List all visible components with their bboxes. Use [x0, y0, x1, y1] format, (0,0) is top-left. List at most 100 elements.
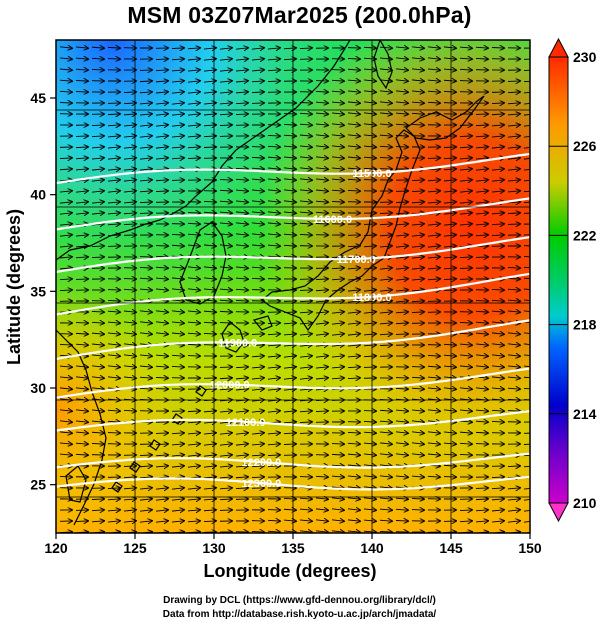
x-tick-label: 140: [360, 540, 384, 556]
credit-drawing: Drawing by DCL (https://www.gfd-dennou.o…: [163, 595, 436, 606]
wind-arrow: [347, 345, 360, 346]
wind-arrow: [411, 257, 424, 258]
wind-arrow: [491, 48, 504, 49]
wind-arrow: [395, 388, 408, 389]
wind-arrow: [475, 58, 488, 59]
wind-arrow: [155, 510, 168, 511]
wind-arrow: [139, 191, 152, 192]
wind-arrow: [187, 125, 200, 126]
wind-arrow: [523, 343, 530, 346]
y-tick-label: 40: [30, 187, 46, 203]
wind-arrow: [123, 344, 136, 345]
wind-arrow: [139, 180, 152, 181]
wind-arrow: [523, 256, 530, 258]
wind-arrow: [427, 191, 440, 192]
wind-arrow: [475, 224, 488, 225]
wind-arrow: [107, 125, 120, 126]
wind-arrow: [251, 444, 264, 445]
wind-arrow: [331, 80, 344, 81]
wind-arrow: [475, 158, 488, 159]
wind-arrow: [139, 70, 152, 71]
wind-arrow: [491, 147, 504, 148]
wind-arrow: [443, 344, 456, 345]
wind-arrow: [507, 114, 520, 115]
wind-arrow: [507, 300, 520, 301]
wind-arrow: [315, 323, 328, 324]
wind-arrow: [459, 257, 472, 258]
wind-arrow: [507, 191, 520, 192]
wind-arrow: [347, 179, 360, 180]
wind-arrow: [59, 213, 72, 214]
wind-arrow: [331, 531, 344, 532]
wind-arrow: [91, 257, 104, 258]
wind-arrow: [443, 58, 456, 59]
wind-arrow: [283, 48, 296, 49]
wind-arrow: [171, 311, 184, 312]
wind-arrow: [475, 410, 488, 411]
wind-arrow: [347, 520, 360, 521]
wind-arrow: [443, 279, 456, 280]
wind-arrow: [219, 488, 232, 489]
wind-arrow: [507, 136, 520, 137]
wind-arrow: [507, 268, 520, 269]
wind-arrow: [267, 378, 280, 379]
wind-arrow: [363, 135, 376, 136]
wind-arrow: [363, 323, 376, 324]
wind-arrow: [171, 289, 184, 290]
wind-arrow: [91, 202, 104, 203]
wind-arrow: [411, 498, 424, 499]
wind-arrow: [235, 367, 248, 368]
wind-arrow: [187, 344, 200, 345]
wind-arrow: [395, 432, 408, 433]
wind-arrow: [171, 444, 184, 445]
wind-arrow: [235, 477, 248, 478]
wind-arrow: [395, 476, 408, 477]
wind-arrow: [75, 191, 88, 192]
wind-arrow: [187, 103, 200, 104]
wind-arrow: [459, 366, 472, 367]
wind-arrow: [267, 201, 280, 202]
wind-arrow: [395, 443, 408, 444]
wind-arrow: [379, 421, 392, 422]
wind-arrow: [59, 268, 72, 269]
wind-arrow: [427, 388, 440, 389]
wind-arrow: [443, 521, 456, 522]
wind-arrow: [299, 190, 312, 191]
wind-arrow: [91, 246, 104, 247]
wind-arrow: [459, 169, 472, 170]
wind-arrow: [139, 289, 152, 290]
wind-arrow: [427, 224, 440, 225]
wind-arrow: [155, 125, 168, 126]
wind-arrow: [395, 290, 408, 291]
wind-arrow: [379, 290, 392, 291]
wind-arrow: [363, 113, 376, 114]
wind-arrow: [139, 499, 152, 500]
wind-arrow: [75, 279, 88, 280]
wind-arrow: [123, 213, 136, 214]
wind-arrow: [155, 267, 168, 268]
wind-arrow: [507, 289, 520, 290]
wind-arrow: [251, 278, 264, 279]
wind-arrow: [411, 432, 424, 433]
wind-arrow: [331, 102, 344, 103]
wind-arrow: [379, 268, 392, 269]
wind-arrow: [507, 125, 520, 126]
wind-arrow: [171, 81, 184, 82]
wind-arrow: [459, 202, 472, 203]
wind-arrow: [155, 114, 168, 115]
wind-arrow: [123, 521, 136, 522]
wind-arrow: [171, 488, 184, 489]
wind-arrow: [379, 124, 392, 125]
wind-arrow: [427, 279, 440, 280]
wind-arrow: [251, 103, 264, 104]
wind-arrow: [235, 466, 248, 467]
wind-arrow: [315, 201, 328, 202]
wind-arrow: [75, 454, 88, 455]
wind-arrow: [235, 168, 248, 169]
wind-arrow: [75, 235, 88, 236]
wind-arrow: [459, 47, 472, 48]
wind-arrow: [395, 224, 408, 225]
wind-arrow: [475, 355, 488, 356]
wind-arrow: [59, 366, 72, 367]
wind-arrow: [443, 147, 456, 148]
